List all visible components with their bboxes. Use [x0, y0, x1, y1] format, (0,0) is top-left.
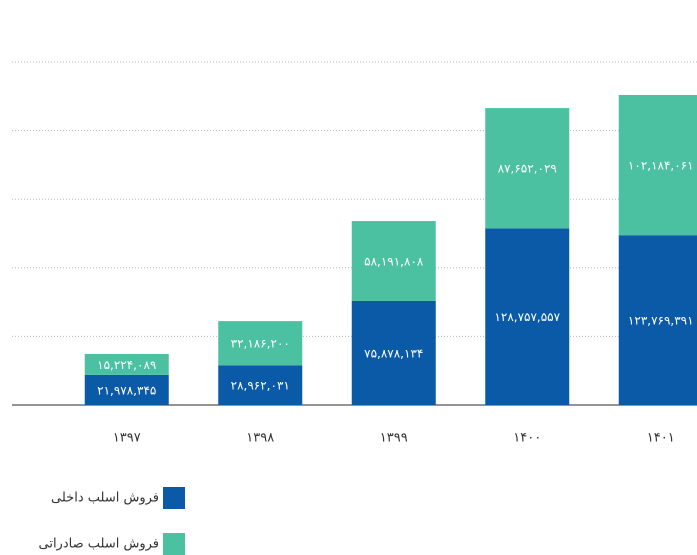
- bar-segment: [485, 228, 570, 405]
- x-tick-label: ۱۴۰۰: [513, 431, 541, 446]
- legend-swatch: [163, 533, 185, 555]
- bar-segment: [218, 321, 303, 366]
- value-label: ۷۵,۸۷۸,۱۳۴: [364, 346, 423, 360]
- value-label: ۲۸,۹۶۲,۰۳۱: [231, 379, 290, 393]
- value-label: ۱۰۲,۱۸۴,۰۶۱: [628, 159, 694, 173]
- value-label: ۱۲۳,۷۶۹,۳۹۱: [628, 314, 694, 328]
- value-label: ۲۱,۹۷۸,۳۴۵: [97, 383, 156, 397]
- x-tick-label: ۱۳۹۹: [380, 431, 408, 446]
- bar-segment: [618, 235, 697, 405]
- x-tick-label: ۱۳۹۸: [246, 431, 274, 446]
- value-label: ۱۵,۲۲۴,۰۸۹: [97, 358, 156, 372]
- value-label: ۳۲,۱۸۶,۲۰۰: [231, 337, 290, 351]
- bar-segment: [218, 365, 303, 405]
- bar-segment: [351, 221, 436, 301]
- bar-segment: [351, 300, 436, 405]
- value-label: ۱۲۸,۷۵۷,۵۵۷: [494, 310, 560, 324]
- legend-label: فروش اسلب داخلی: [51, 491, 159, 506]
- bar-segment: [618, 94, 697, 236]
- x-tick-label: ۱۴۰۱: [647, 431, 675, 446]
- bar-segment: [485, 108, 570, 229]
- legend-label: فروش اسلب صادراتی: [38, 537, 159, 552]
- x-tick-label: ۱۳۹۷: [113, 431, 141, 446]
- bar-segment: [84, 353, 169, 375]
- value-label: ۸۷,۶۵۲,۰۲۹: [498, 162, 557, 176]
- bar-segment: [84, 374, 169, 405]
- legend-swatch: [163, 487, 185, 509]
- value-label: ۵۸,۱۹۱,۸۰۸: [364, 254, 424, 268]
